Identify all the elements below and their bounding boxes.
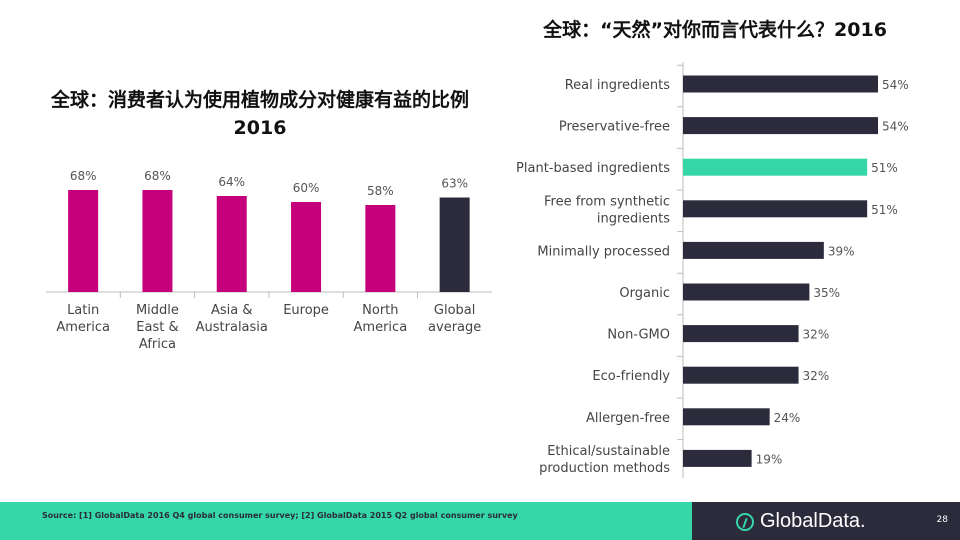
right-bar-value-label: 19%: [756, 452, 783, 466]
globaldata-logo-icon: [736, 512, 754, 531]
left-category-label: Australasia: [196, 320, 268, 335]
right-category-label: Non-GMO: [607, 328, 670, 343]
right-category-label: Eco-friendly: [592, 369, 670, 384]
left-bar: [365, 205, 396, 292]
left-bar-value-label: 58%: [367, 184, 394, 198]
left-chart-title: 全球：消费者认为使用植物成分对健康有益的比例 2016: [50, 89, 469, 139]
right-category-label: ingredients: [597, 211, 670, 226]
left-bar: [291, 202, 322, 292]
right-category-label: Allergen-free: [586, 411, 670, 426]
right-category-label: Free from synthetic: [544, 194, 670, 209]
left-bar-value-label: 63%: [441, 177, 468, 191]
source-note: Source: [1] GlobalData 2016 Q4 global co…: [42, 511, 518, 520]
right-category-label: production methods: [539, 461, 670, 476]
left-bar-value-label: 64%: [218, 175, 245, 189]
left-bar: [439, 197, 470, 292]
right-bar-value-label: 54%: [882, 78, 909, 92]
right-bar: [683, 449, 752, 467]
left-category-label: Middle: [136, 303, 179, 318]
right-bar: [683, 75, 878, 93]
left-category-label: America: [354, 320, 408, 335]
right-bar: [683, 325, 799, 343]
globaldata-logo: GlobalData.: [736, 510, 866, 533]
left-category-label: Europe: [283, 303, 329, 318]
right-category-label: Organic: [619, 286, 670, 301]
right-category-label: Real ingredients: [565, 78, 671, 93]
brand-bar: GlobalData. 28: [692, 502, 960, 540]
right-bar-value-label: 35%: [813, 286, 840, 300]
right-bar-value-label: 32%: [803, 328, 830, 342]
right-category-label: Minimally processed: [537, 244, 670, 259]
left-bar: [142, 190, 173, 292]
right-bar-value-label: 24%: [774, 411, 801, 425]
right-chart-title: 全球：“天然”对你而言代表什么？2016: [543, 19, 887, 41]
left-bar: [68, 190, 99, 292]
footer-bar: Source: [1] GlobalData 2016 Q4 global co…: [0, 502, 692, 540]
right-category-label: Ethical/sustainable: [547, 444, 670, 459]
right-bar: [683, 408, 770, 426]
left-category-label: average: [428, 320, 481, 335]
left-bar: [216, 196, 247, 292]
left-category-label: Asia &: [211, 303, 253, 318]
right-category-label: Preservative-free: [559, 120, 670, 135]
left-category-label: America: [56, 320, 110, 335]
right-bar: [683, 200, 868, 218]
right-bar: [683, 158, 868, 176]
left-category-label: East &: [136, 320, 178, 335]
right-bar-value-label: 39%: [828, 244, 855, 258]
right-bar-value-label: 51%: [871, 161, 898, 175]
left-bar-value-label: 68%: [70, 169, 97, 183]
right-bar-value-label: 54%: [882, 120, 909, 134]
left-category-label: Africa: [139, 337, 176, 352]
right-bar-value-label: 51%: [871, 203, 898, 217]
right-bar: [683, 241, 824, 259]
right-category-label: Plant-based ingredients: [516, 161, 670, 176]
page-number: 28: [936, 515, 948, 525]
right-bar: [683, 366, 799, 384]
right-bar: [683, 117, 878, 135]
right-bar-value-label: 32%: [803, 369, 830, 383]
right-bar: [683, 283, 810, 301]
left-bar-value-label: 68%: [144, 169, 171, 183]
brand-name: GlobalData.: [760, 510, 866, 532]
left-category-label: Latin: [67, 303, 99, 318]
left-category-label: Global: [434, 303, 475, 318]
left-bar-value-label: 60%: [293, 181, 320, 195]
left-category-label: North: [362, 303, 398, 318]
